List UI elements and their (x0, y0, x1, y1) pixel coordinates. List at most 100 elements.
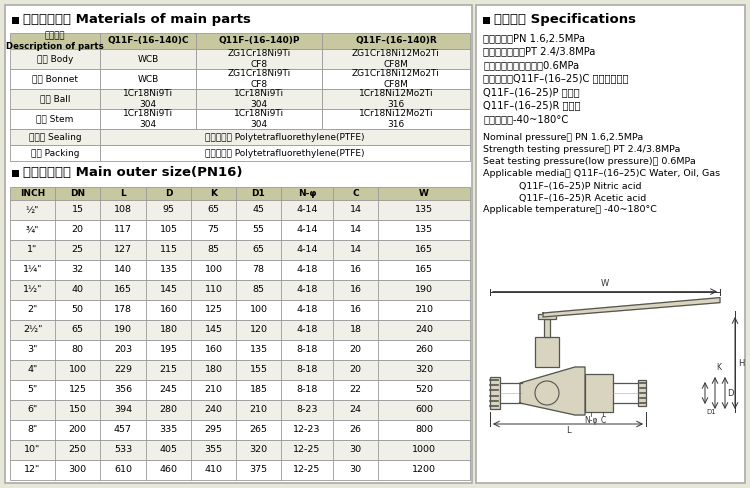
Text: 125: 125 (68, 386, 86, 394)
Text: K: K (716, 363, 721, 372)
Bar (10, 300, 470, 320)
Text: 阀体 Body: 阀体 Body (37, 55, 74, 63)
Text: 320: 320 (250, 446, 268, 454)
Text: ZG1Cr18Ni9Ti
CF8: ZG1Cr18Ni9Ti CF8 (227, 49, 291, 69)
Text: 40: 40 (71, 285, 83, 294)
Text: 229: 229 (114, 366, 132, 374)
Text: 105: 105 (160, 225, 178, 235)
Bar (322, 69, 470, 89)
Text: 30: 30 (350, 446, 361, 454)
Text: 25: 25 (71, 245, 83, 255)
Text: Applicable media： Q11F–(16–25)C Water, Oil, Gas: Applicable media： Q11F–(16–25)C Water, O… (483, 169, 720, 179)
Text: 1000: 1000 (412, 446, 436, 454)
Text: L: L (120, 189, 126, 198)
Text: 135: 135 (250, 346, 268, 354)
Text: D: D (727, 388, 734, 398)
Text: 145: 145 (205, 325, 223, 334)
Text: 165: 165 (415, 245, 433, 255)
Text: Strength testing pressure： PT 2.4/3.8MPa: Strength testing pressure： PT 2.4/3.8MPa (483, 145, 680, 155)
Bar (10, 360, 470, 380)
Text: 405: 405 (160, 446, 178, 454)
Text: 65: 65 (208, 205, 220, 215)
Text: 117: 117 (114, 225, 132, 235)
Bar (100, 49, 196, 69)
Text: 公称压力：PN 1.6,2.5MPa: 公称压力：PN 1.6,2.5MPa (483, 33, 585, 43)
Bar (490, 377, 500, 409)
Text: 240: 240 (415, 325, 433, 334)
Bar (10, 340, 470, 360)
Text: 355: 355 (205, 446, 223, 454)
Text: 45: 45 (253, 205, 265, 215)
Text: DN: DN (70, 189, 85, 198)
Text: H: H (738, 359, 744, 367)
Text: 203: 203 (114, 346, 132, 354)
Polygon shape (520, 367, 585, 415)
Text: Seat testing pressure(low pressure)： 0.6MPa: Seat testing pressure(low pressure)： 0.6… (483, 158, 696, 166)
Text: 180: 180 (160, 325, 178, 334)
Bar (322, 89, 470, 109)
Bar (12, 17, 19, 24)
Text: 球体 Ball: 球体 Ball (40, 95, 70, 103)
Text: 610: 610 (114, 466, 132, 474)
Text: 210: 210 (205, 386, 223, 394)
Text: 300: 300 (68, 466, 86, 474)
Text: 65: 65 (71, 325, 83, 334)
Text: 65: 65 (253, 245, 265, 255)
Text: 120: 120 (250, 325, 268, 334)
Text: 1Cr18Ni9Ti
304: 1Cr18Ni9Ti 304 (234, 89, 284, 109)
Text: 主要外形尺寸 Main outer size(PN16): 主要外形尺寸 Main outer size(PN16) (23, 166, 242, 180)
Text: D1: D1 (706, 409, 716, 415)
Text: 85: 85 (253, 285, 265, 294)
Text: 533: 533 (114, 446, 132, 454)
Text: 1¼": 1¼" (22, 265, 42, 274)
Text: 140: 140 (114, 265, 132, 274)
Bar (196, 33, 322, 49)
Text: K: K (210, 189, 217, 198)
Text: 1Cr18Ni9Ti
304: 1Cr18Ni9Ti 304 (234, 109, 284, 129)
Text: 108: 108 (114, 205, 132, 215)
Text: 410: 410 (205, 466, 223, 474)
Bar (10, 320, 470, 340)
Text: 阀盖 Bonnet: 阀盖 Bonnet (32, 75, 78, 83)
Bar (10, 200, 470, 220)
Text: 15: 15 (71, 205, 83, 215)
Text: 主要零件材料 Materials of main parts: 主要零件材料 Materials of main parts (23, 14, 251, 26)
Bar (476, 5, 745, 483)
Text: 1Cr18Ni12Mo2Ti
316: 1Cr18Ni12Mo2Ti 316 (358, 89, 434, 109)
Text: 1Cr18Ni9Ti
304: 1Cr18Ni9Ti 304 (123, 89, 173, 109)
Text: ½": ½" (26, 205, 39, 215)
Text: 100: 100 (68, 366, 86, 374)
Text: 性能规范 Specifications: 性能规范 Specifications (494, 14, 636, 26)
Text: 80: 80 (71, 346, 83, 354)
Bar (10, 109, 100, 129)
Text: 335: 335 (159, 426, 178, 434)
Text: 200: 200 (68, 426, 86, 434)
Text: 320: 320 (415, 366, 433, 374)
Bar (322, 49, 470, 69)
Bar (10, 220, 470, 240)
Text: 16: 16 (350, 305, 361, 314)
Bar (196, 109, 322, 129)
Bar (538, 314, 556, 319)
Bar (544, 319, 550, 337)
Text: 1Cr18Ni12Mo2Ti
316: 1Cr18Ni12Mo2Ti 316 (358, 109, 434, 129)
Text: 1½": 1½" (22, 285, 42, 294)
Text: 260: 260 (415, 346, 433, 354)
Text: 240: 240 (205, 406, 223, 414)
Text: 8-23: 8-23 (296, 406, 318, 414)
Text: 1200: 1200 (412, 466, 436, 474)
Text: 8": 8" (27, 426, 38, 434)
Text: 2": 2" (27, 305, 38, 314)
Text: ZG1Cr18Ni12Mo2Ti
CF8M: ZG1Cr18Ni12Mo2Ti CF8M (352, 69, 440, 89)
Text: 4-18: 4-18 (296, 265, 318, 274)
Text: 阀杆 Stem: 阀杆 Stem (36, 115, 74, 123)
Text: 18: 18 (350, 325, 361, 334)
Text: 4-18: 4-18 (296, 305, 318, 314)
Text: 8-18: 8-18 (296, 366, 318, 374)
Text: 195: 195 (160, 346, 178, 354)
Text: 20: 20 (350, 366, 361, 374)
Text: 1": 1" (27, 245, 38, 255)
Text: 10": 10" (24, 446, 40, 454)
Text: WCB: WCB (137, 55, 159, 63)
Text: 2½": 2½" (22, 325, 42, 334)
